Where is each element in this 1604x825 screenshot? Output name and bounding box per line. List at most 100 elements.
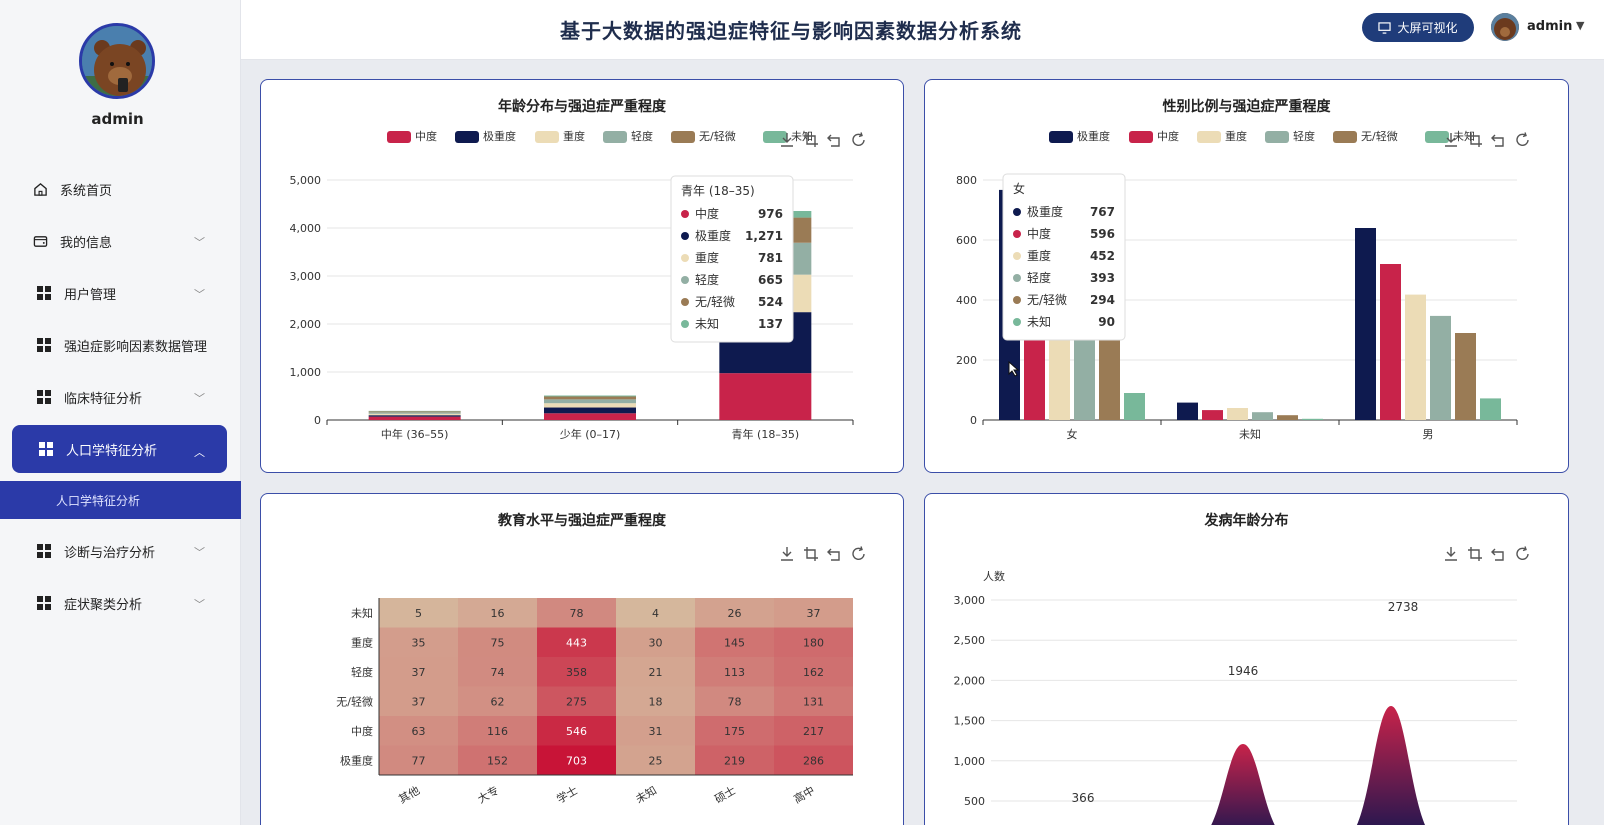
bar[interactable]	[1405, 294, 1426, 420]
heatmap-cell[interactable]	[774, 716, 853, 746]
heatmap-cell[interactable]	[616, 657, 695, 687]
bar[interactable]	[1355, 228, 1376, 420]
header-avatar[interactable]	[1491, 13, 1519, 41]
heatmap-cell[interactable]	[537, 745, 616, 776]
bar[interactable]	[1202, 410, 1223, 420]
avatar[interactable]	[79, 23, 155, 99]
sidebar-item-demographic-analysis[interactable]: 人口学特征分析 ︿	[12, 425, 227, 473]
sidebar-item-symptom-cluster[interactable]: 症状聚类分析 ﹀	[0, 577, 241, 629]
heatmap-cell[interactable]	[379, 627, 458, 658]
download-icon[interactable]	[781, 133, 793, 147]
heatmap-cell[interactable]	[379, 745, 458, 776]
heatmap-cell[interactable]	[695, 716, 774, 746]
zoom-icon[interactable]	[1468, 547, 1482, 561]
zoom-reset-icon[interactable]	[1491, 134, 1504, 147]
bar[interactable]	[368, 411, 461, 413]
heatmap-cell[interactable]	[616, 627, 695, 658]
legend-item[interactable]: 无/轻微	[1333, 129, 1398, 143]
bar[interactable]	[368, 415, 461, 417]
sidebar-item-my-info[interactable]: 我的信息 ﹀	[0, 215, 241, 267]
bar[interactable]	[368, 412, 461, 414]
refresh-icon[interactable]	[852, 132, 865, 146]
heatmap-cell[interactable]	[379, 657, 458, 687]
heatmap-cell[interactable]	[458, 716, 537, 746]
bar[interactable]	[544, 407, 636, 414]
header-user-name[interactable]: admin	[1527, 19, 1573, 34]
bar[interactable]	[1277, 415, 1298, 420]
heatmap-cell[interactable]	[695, 745, 774, 776]
legend-item[interactable]: 中度	[1129, 129, 1179, 143]
heatmap-cell[interactable]	[537, 686, 616, 717]
heatmap-cell[interactable]	[458, 657, 537, 687]
caret-down-icon[interactable]: ▼	[1576, 19, 1585, 32]
zoom-reset-icon[interactable]	[1491, 548, 1504, 561]
bar[interactable]	[1430, 315, 1451, 420]
download-icon[interactable]	[1445, 133, 1457, 147]
heatmap-cell[interactable]	[774, 745, 853, 776]
heatmap-cell[interactable]	[616, 745, 695, 776]
area-peak[interactable]	[1343, 706, 1439, 825]
refresh-icon[interactable]	[1516, 132, 1529, 146]
bar[interactable]	[544, 413, 636, 420]
sidebar-item-clinical-analysis[interactable]: 临床特征分析 ﹀	[0, 371, 241, 423]
heatmap-cell[interactable]	[537, 657, 616, 687]
download-icon[interactable]	[1445, 547, 1457, 561]
zoom-reset-icon[interactable]	[827, 548, 840, 561]
sidebar-item-ocd-factor-data[interactable]: 强迫症影响因素数据管理	[0, 319, 241, 371]
refresh-icon[interactable]	[852, 546, 865, 560]
submenu-demographic-analysis[interactable]: 人口学特征分析	[0, 481, 241, 519]
heatmap-cell[interactable]	[458, 598, 537, 628]
heatmap-cell[interactable]	[537, 627, 616, 658]
legend-item[interactable]: 轻度	[603, 129, 653, 143]
bar[interactable]	[1455, 333, 1476, 420]
bar[interactable]	[368, 413, 461, 416]
bar[interactable]	[1099, 331, 1120, 420]
legend-item[interactable]: 无/轻微	[671, 129, 736, 143]
legend-item[interactable]: 极重度	[1049, 129, 1110, 143]
heatmap-cell[interactable]	[774, 686, 853, 717]
bar[interactable]	[1252, 412, 1273, 420]
legend-item[interactable]: 中度	[387, 129, 437, 143]
bar[interactable]	[1177, 402, 1198, 420]
heatmap-cell[interactable]	[695, 686, 774, 717]
legend-item[interactable]: 重度	[535, 129, 585, 143]
legend-item[interactable]: 未知	[1425, 129, 1475, 143]
bar[interactable]	[1124, 393, 1145, 420]
legend-item[interactable]: 重度	[1197, 129, 1247, 143]
heatmap-cell[interactable]	[695, 627, 774, 658]
area-peak[interactable]	[1195, 744, 1291, 825]
sidebar-item-home[interactable]: 系统首页	[0, 163, 241, 215]
heatmap-cell[interactable]	[774, 627, 853, 658]
download-icon[interactable]	[781, 547, 793, 561]
zoom-icon[interactable]	[804, 547, 818, 561]
heatmap-cell[interactable]	[458, 627, 537, 658]
zoom-icon[interactable]	[1468, 133, 1482, 147]
heatmap-cell[interactable]	[379, 686, 458, 717]
heatmap-cell[interactable]	[616, 716, 695, 746]
bar[interactable]	[368, 416, 461, 420]
heatmap-cell[interactable]	[616, 686, 695, 717]
bar[interactable]	[1480, 398, 1501, 420]
bar[interactable]	[1302, 418, 1323, 420]
heatmap-cell[interactable]	[774, 657, 853, 687]
heatmap-cell[interactable]	[774, 598, 853, 628]
heatmap-cell[interactable]	[695, 598, 774, 628]
legend-item[interactable]: 极重度	[455, 129, 516, 143]
heatmap-cell[interactable]	[537, 716, 616, 746]
heatmap-cell[interactable]	[458, 745, 537, 776]
bar[interactable]	[544, 396, 636, 400]
bar[interactable]	[544, 395, 636, 397]
heatmap-cell[interactable]	[458, 686, 537, 717]
bar[interactable]	[719, 373, 812, 420]
bar[interactable]	[1380, 264, 1401, 420]
heatmap-cell[interactable]	[537, 598, 616, 628]
heatmap-cell[interactable]	[616, 598, 695, 628]
heatmap-cell[interactable]	[695, 657, 774, 687]
big-screen-button[interactable]: 大屏可视化	[1362, 13, 1474, 42]
bar[interactable]	[544, 403, 636, 408]
refresh-icon[interactable]	[1516, 546, 1529, 560]
sidebar-item-diagnosis-analysis[interactable]: 诊断与治疗分析 ﹀	[0, 525, 241, 577]
legend-item[interactable]: 轻度	[1265, 129, 1315, 143]
bar[interactable]	[1227, 408, 1248, 420]
sidebar-item-user-management[interactable]: 用户管理 ﹀	[0, 267, 241, 319]
